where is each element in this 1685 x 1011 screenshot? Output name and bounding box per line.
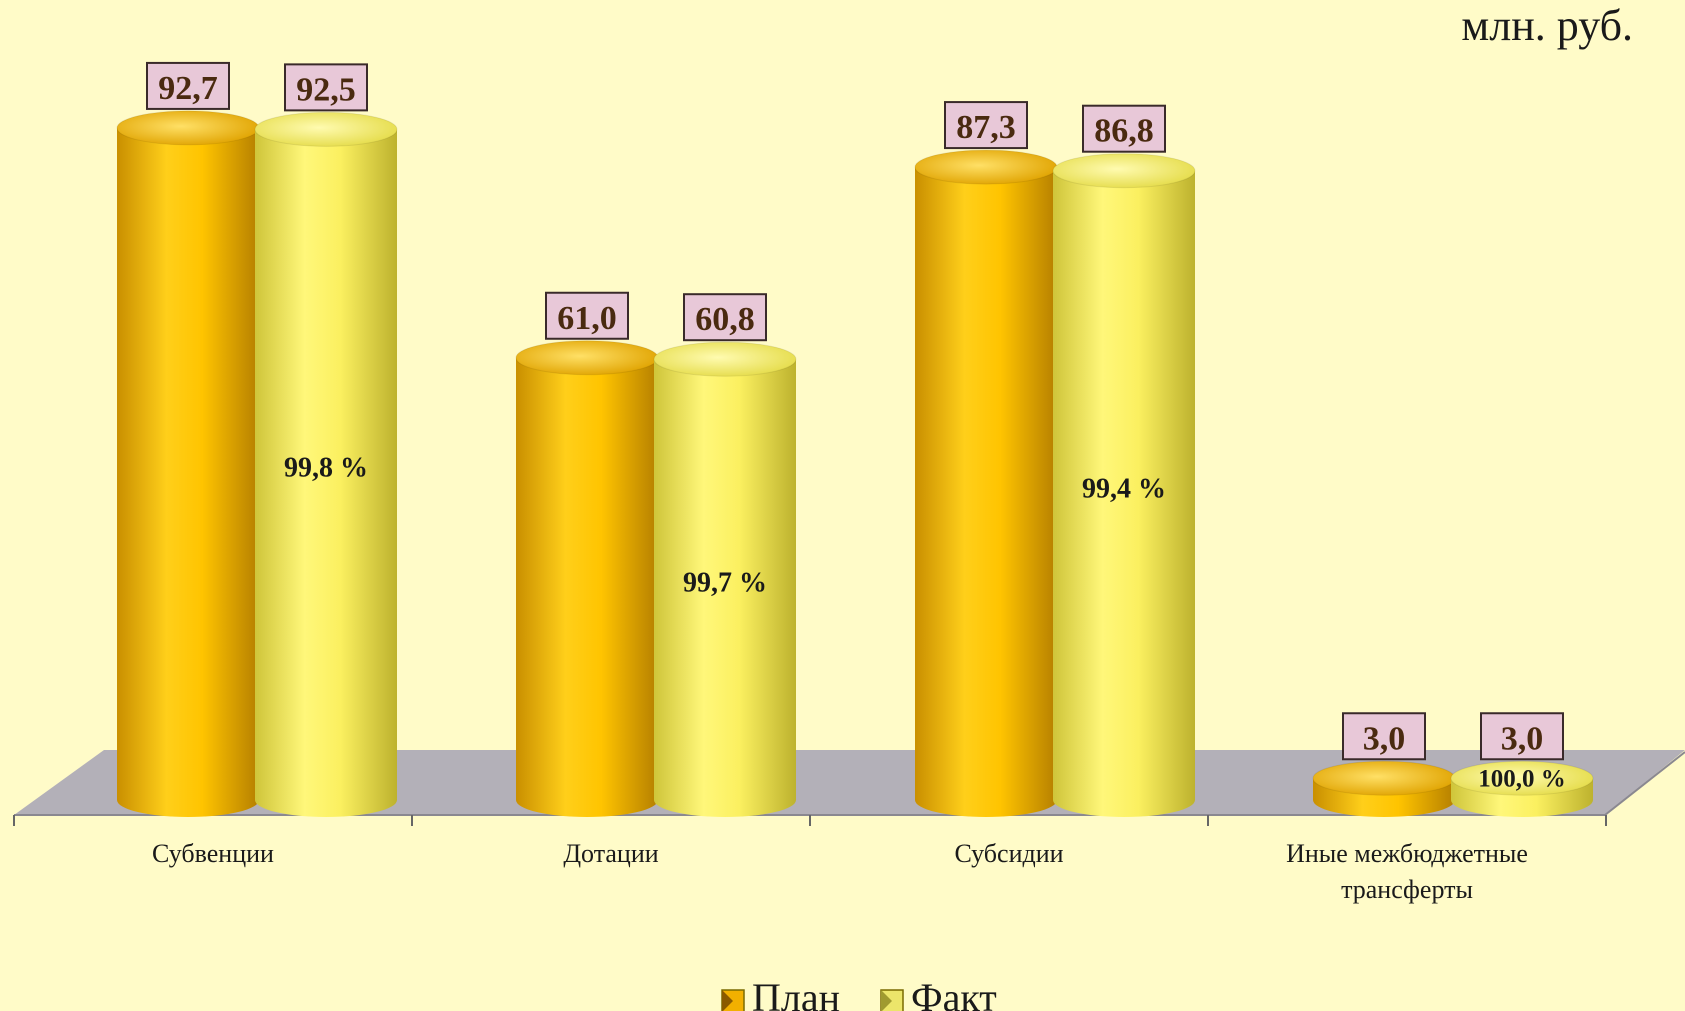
unit-label: млн. руб. <box>1461 1 1633 50</box>
value-label: 87,3 <box>956 109 1016 146</box>
value-label-box <box>1082 104 1166 153</box>
value-label-box <box>146 61 230 110</box>
legend-swatch-shade <box>881 990 892 1011</box>
bar-plan-2 <box>914 149 1058 817</box>
value-label-box <box>1480 712 1564 761</box>
value-label: 60,8 <box>695 301 755 338</box>
bar-plan-3 <box>1312 760 1456 817</box>
legend-swatch-shade <box>722 990 733 1011</box>
category-label: Иные межбюджетные <box>1286 839 1528 868</box>
cylinder-body <box>915 167 1057 817</box>
cylinder-top <box>1312 760 1456 796</box>
bar-fact-2 <box>1052 153 1196 817</box>
category-label: Субсидии <box>954 839 1063 868</box>
bar-plan-0 <box>116 110 260 817</box>
cylinder-body <box>1053 170 1195 817</box>
cylinder-top <box>254 111 398 147</box>
category-label: трансферты <box>1341 875 1473 904</box>
floor-plane <box>14 750 1685 815</box>
percent-label: 99,4 % <box>1082 473 1166 504</box>
cylinder-body <box>117 127 259 817</box>
legend-item-fact: Факт <box>880 975 997 1011</box>
bars-layer <box>116 110 1594 817</box>
value-label-box <box>284 63 368 112</box>
value-label: 86,8 <box>1094 113 1154 150</box>
cylinder-top <box>515 340 659 376</box>
cylinder-body <box>516 357 658 817</box>
cylinder-body <box>255 129 397 817</box>
floor-edge <box>1604 751 1685 816</box>
cylinder-body <box>654 359 796 817</box>
percent-label: 100,0 % <box>1478 765 1566 792</box>
legend: План Факт <box>721 975 997 1011</box>
cylinder-top <box>116 110 260 146</box>
value-label: 3,0 <box>1501 720 1544 757</box>
percent-label: 99,8 % <box>284 453 368 484</box>
labels-layer: 92,7 92,5 99,8 % 61,0 60,8 99,7 % 87,3 86,8 99,4… <box>146 61 1566 792</box>
legend-item-plan: План <box>721 975 840 1011</box>
category-label: Субвенции <box>152 839 274 868</box>
cylinder-top <box>1450 760 1594 796</box>
bar-fact-0 <box>254 111 398 817</box>
cylinder-top <box>1052 153 1196 189</box>
category-label: Дотации <box>563 839 658 868</box>
value-label: 3,0 <box>1363 720 1406 757</box>
category-axis: Субвенции Дотации Субсидии Иные межбюджетны… <box>13 815 1607 904</box>
legend-label: Факт <box>911 975 997 1011</box>
legend-label: План <box>752 975 840 1011</box>
value-label: 92,5 <box>296 71 356 108</box>
value-label-box <box>1342 712 1426 761</box>
bar-fact-1 <box>653 341 797 817</box>
cylinder-top <box>653 341 797 377</box>
value-label-box <box>683 293 767 342</box>
value-label-box <box>944 101 1028 150</box>
value-label-box <box>545 291 629 340</box>
percent-label: 99,7 % <box>683 568 767 599</box>
value-label: 61,0 <box>557 300 617 337</box>
bar-plan-1 <box>515 340 659 817</box>
value-label: 92,7 <box>158 70 218 107</box>
cylinder-top <box>914 149 1058 185</box>
bar-fact-3 <box>1450 760 1594 817</box>
